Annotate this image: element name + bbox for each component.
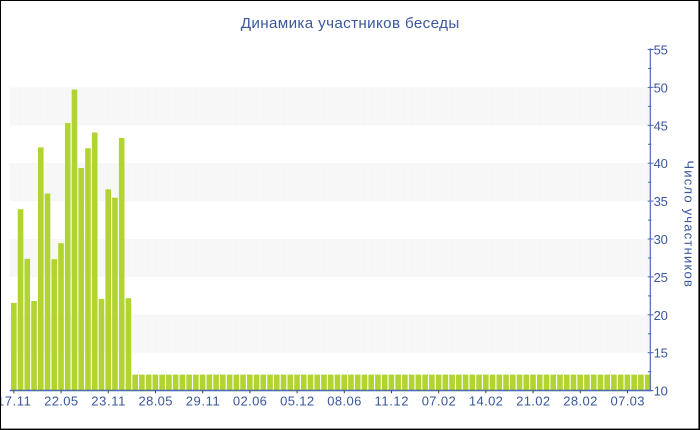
- svg-text:11.12: 11.12: [375, 393, 409, 408]
- svg-text:40: 40: [654, 156, 668, 171]
- svg-text:Число участников: Число участников: [682, 160, 697, 287]
- svg-text:45: 45: [654, 118, 668, 133]
- svg-text:23.11: 23.11: [91, 393, 125, 408]
- svg-text:30: 30: [654, 232, 668, 247]
- svg-text:08.06: 08.06: [327, 393, 361, 408]
- svg-text:29.11: 29.11: [186, 393, 220, 408]
- svg-text:17.11: 17.11: [0, 393, 31, 408]
- svg-text:28.02: 28.02: [563, 393, 597, 408]
- svg-text:10: 10: [654, 384, 668, 399]
- svg-text:21.02: 21.02: [516, 393, 550, 408]
- svg-text:50: 50: [654, 80, 668, 95]
- svg-text:02.06: 02.06: [233, 393, 267, 408]
- svg-text:28.05: 28.05: [139, 393, 173, 408]
- svg-text:20: 20: [654, 308, 668, 323]
- svg-text:55: 55: [654, 43, 668, 58]
- svg-text:07.03: 07.03: [611, 393, 645, 408]
- svg-text:22.05: 22.05: [44, 393, 78, 408]
- svg-text:Динамика участников беседы: Динамика участников беседы: [241, 15, 460, 32]
- svg-text:25: 25: [654, 270, 668, 285]
- svg-text:15: 15: [654, 346, 668, 361]
- svg-text:35: 35: [654, 194, 668, 209]
- svg-text:14.02: 14.02: [469, 393, 503, 408]
- svg-text:05.12: 05.12: [280, 393, 314, 408]
- svg-text:07.02: 07.02: [422, 393, 456, 408]
